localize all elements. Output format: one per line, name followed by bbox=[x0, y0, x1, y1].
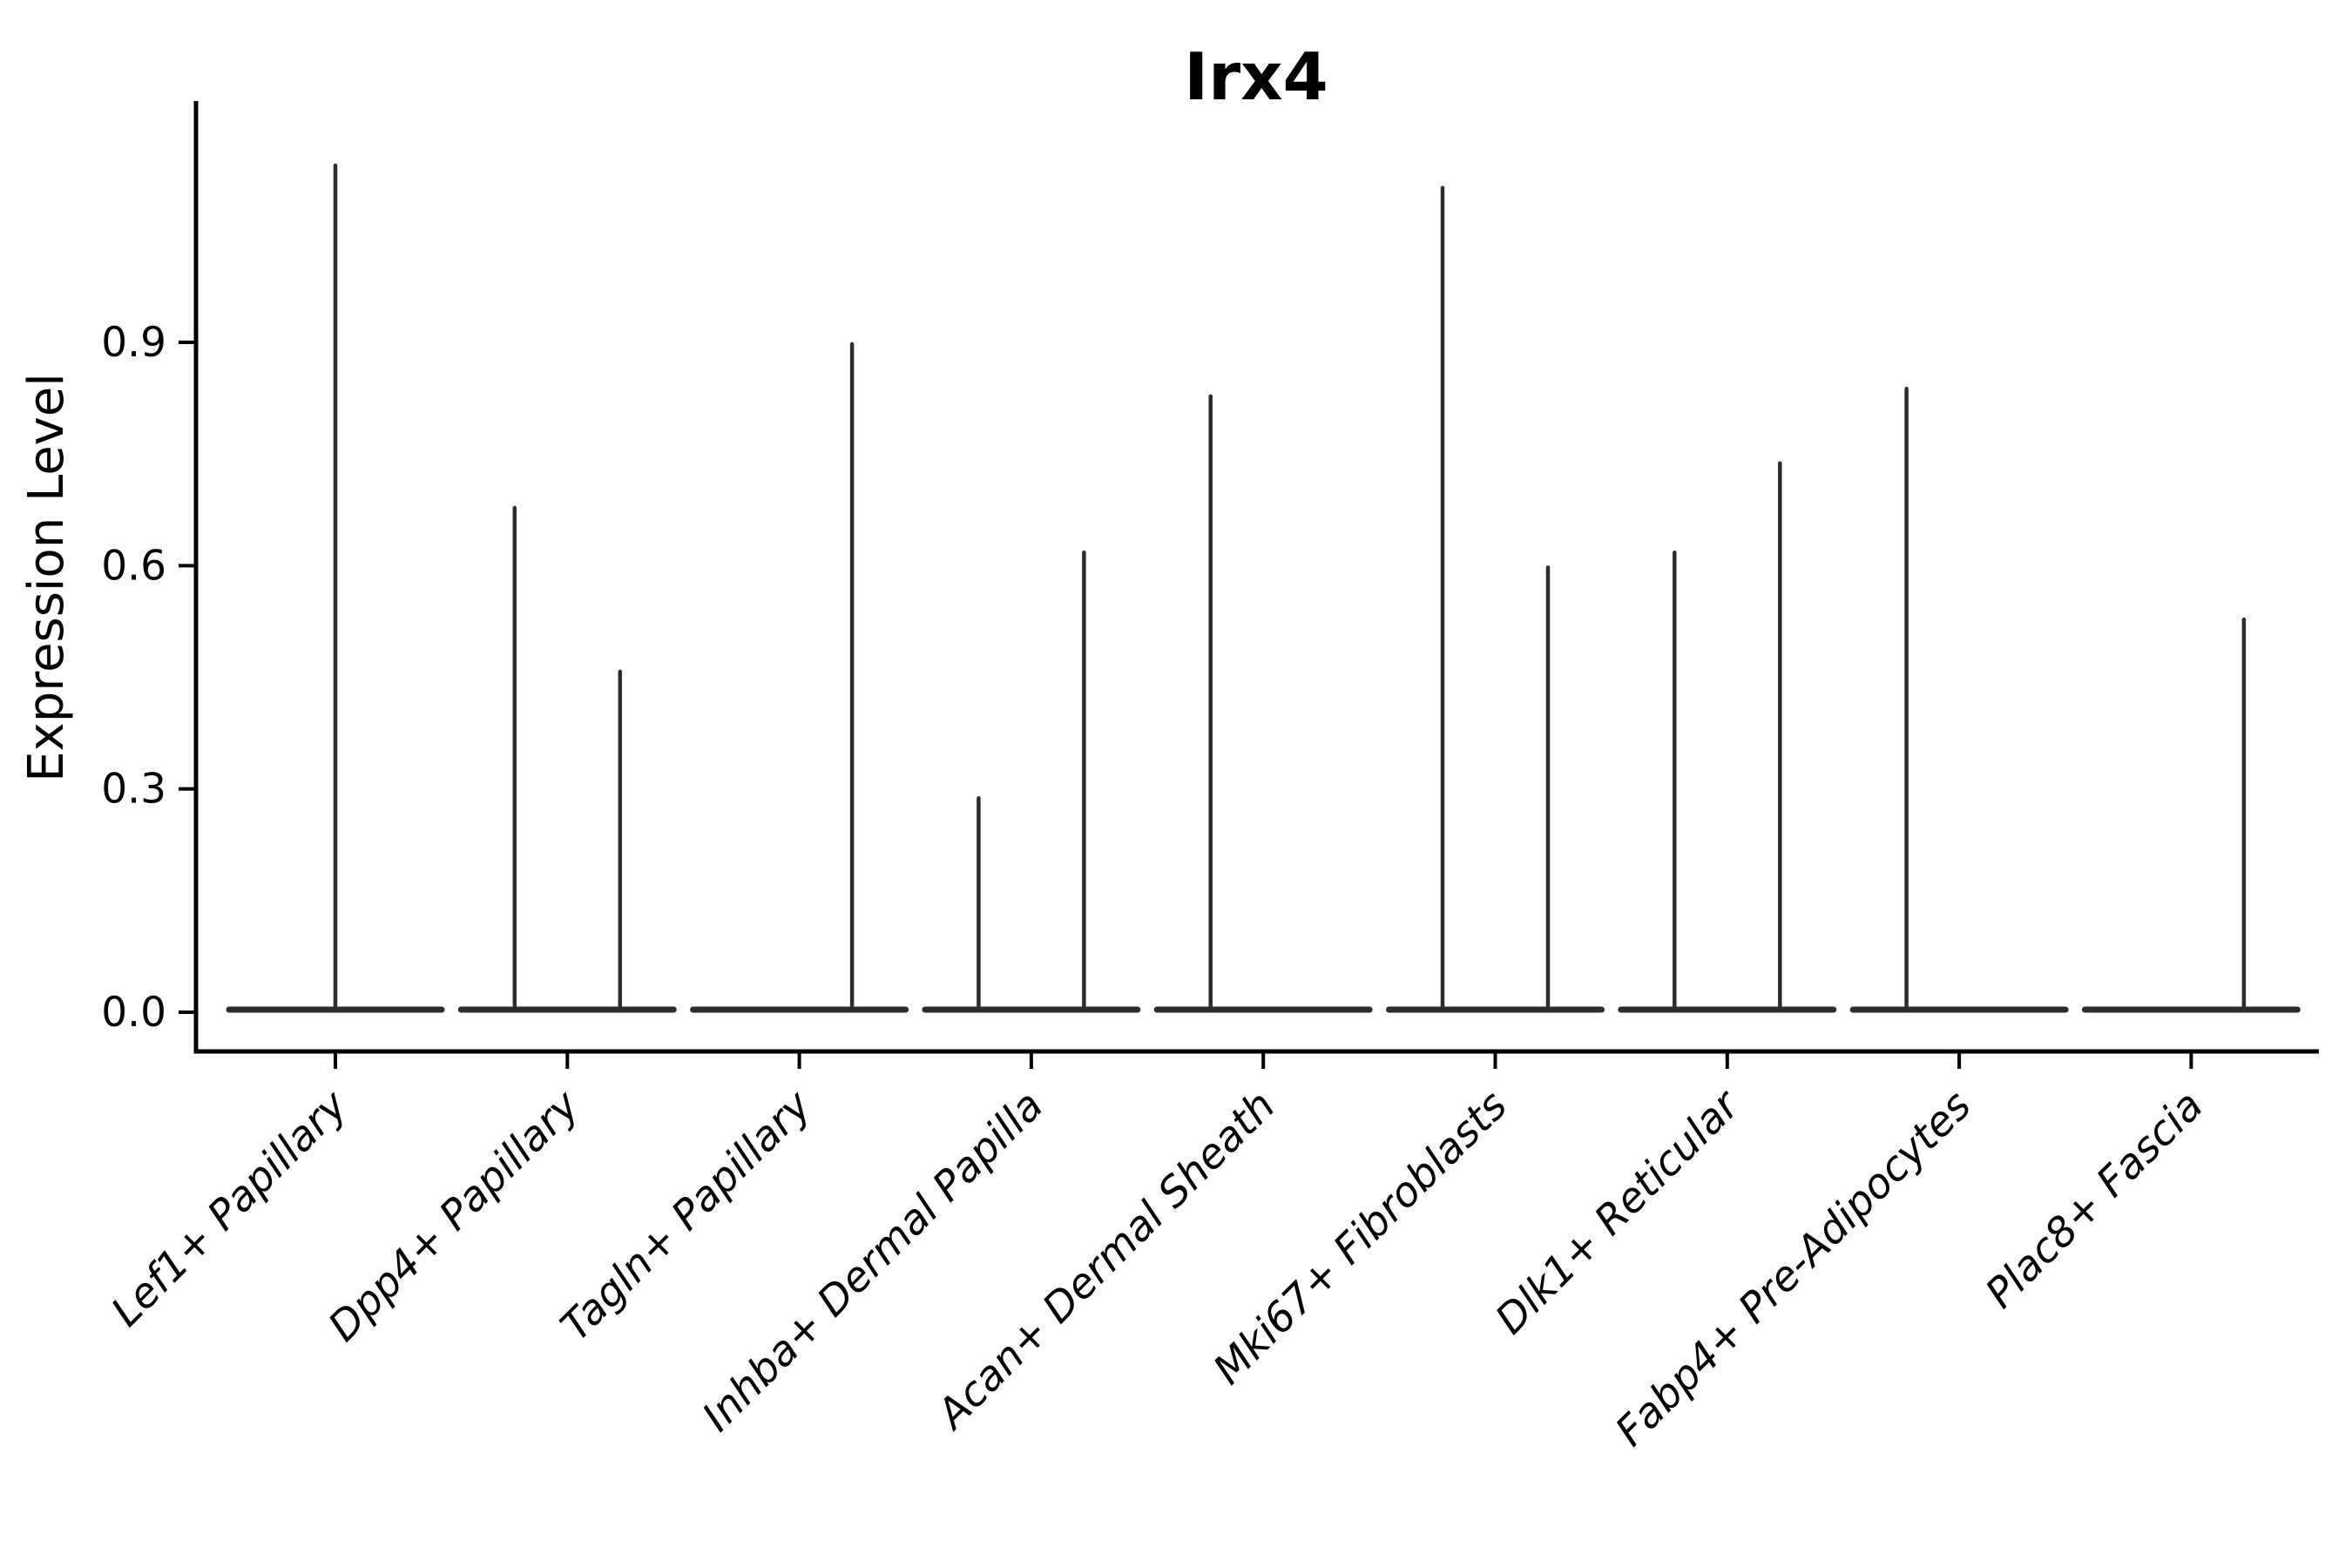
x-tick-label: Dlk1+ Reticular bbox=[1486, 1080, 1750, 1344]
y-tick-label: 0.3 bbox=[101, 766, 166, 814]
x-tick-label: Tagln+ Papillary bbox=[551, 1081, 821, 1351]
x-tick-label: Dpp4+ Papillary bbox=[320, 1081, 590, 1351]
x-tick-label: Plac8+ Fascia bbox=[1977, 1082, 2213, 1318]
y-tick-label: 0.9 bbox=[101, 319, 166, 367]
axes-layer bbox=[179, 101, 2319, 1069]
y-tick-label: 0.6 bbox=[101, 542, 166, 590]
violins-layer bbox=[226, 163, 2301, 1013]
x-tick-label: Lef1+ Papillary bbox=[102, 1081, 357, 1336]
plot-title: Irx4 bbox=[1184, 38, 1328, 115]
y-tick-label: 0.0 bbox=[101, 989, 166, 1037]
y-axis-label: Expression Level bbox=[18, 373, 75, 782]
